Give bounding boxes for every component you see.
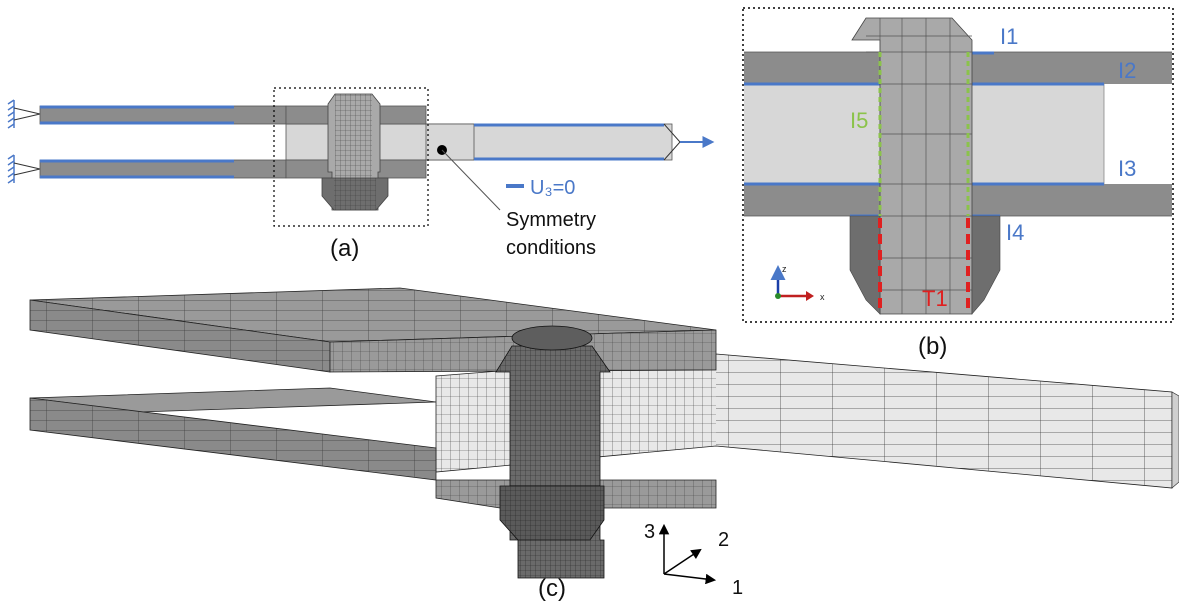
upper-plate	[39, 105, 287, 125]
mesh-bolt-head	[511, 325, 593, 351]
label-i4: I4	[1006, 220, 1024, 245]
label-i1: I1	[1000, 24, 1018, 49]
axis-triad-icon	[770, 265, 814, 301]
panel-a-label: (a)	[330, 235, 359, 262]
panel-c-label: (c)	[538, 575, 566, 602]
zoom-box	[273, 87, 429, 227]
symmetry-label-line1: Symmetry	[506, 209, 596, 231]
axis-x-label: x	[820, 292, 825, 302]
legend-text: U₃=0	[530, 177, 575, 199]
axis-1-label: 1	[732, 577, 743, 599]
lower-plate	[39, 159, 287, 179]
pin-icon	[13, 107, 41, 176]
fixed-support-icon	[7, 99, 15, 184]
global-axis-triad-icon	[658, 523, 717, 585]
panel-a: U₃=0 Symmetry conditions (a)	[7, 87, 715, 262]
label-i2: I2	[1118, 58, 1136, 83]
panel-b-label: (b)	[918, 333, 947, 360]
label-i5: I5	[850, 108, 868, 133]
nut-zoom	[849, 215, 881, 315]
mesh-middle-plate-end	[1171, 391, 1179, 489]
label-i3: I3	[1118, 156, 1136, 181]
axis-2-label: 2	[718, 529, 729, 551]
axis-3-label: 3	[644, 521, 655, 543]
axis-z-label: z	[782, 264, 787, 274]
panel-b: I1 I2 I3 I4 I5 T1 z x (b)	[742, 7, 1174, 360]
symmetry-label-line2: conditions	[506, 237, 596, 259]
label-t1: T1	[922, 286, 948, 311]
panel-c: 3 2 1 (c)	[29, 287, 1179, 602]
